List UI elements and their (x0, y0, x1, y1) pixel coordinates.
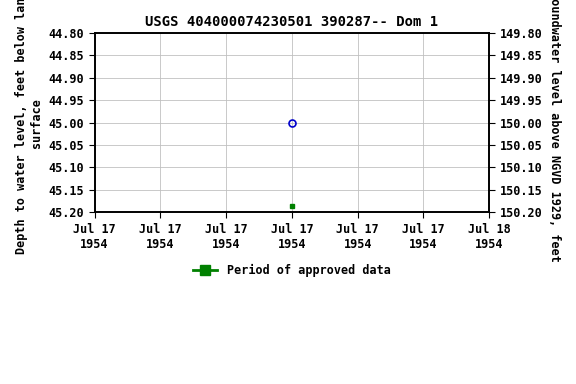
Title: USGS 404000074230501 390287-- Dom 1: USGS 404000074230501 390287-- Dom 1 (145, 15, 438, 29)
Y-axis label: Groundwater level above NGVD 1929, feet: Groundwater level above NGVD 1929, feet (548, 0, 561, 262)
Y-axis label: Depth to water level, feet below land
surface: Depth to water level, feet below land su… (15, 0, 43, 255)
Legend: Period of approved data: Period of approved data (189, 259, 395, 282)
